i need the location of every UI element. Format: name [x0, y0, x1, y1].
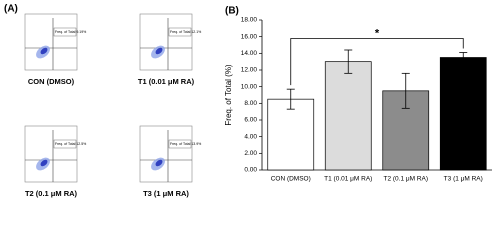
cell-cluster-core	[40, 47, 48, 55]
x-tick-label: CON (DMSO)	[271, 176, 311, 183]
y-tick-label: 12.00	[241, 67, 258, 74]
y-tick-label: 10.00	[241, 83, 258, 90]
y-tick-label: 0.00	[244, 167, 257, 174]
cell-cluster-core	[40, 159, 48, 167]
bar	[324, 61, 372, 171]
bar	[439, 57, 487, 171]
x-tick-label: T3 (1 μM RA)	[444, 176, 483, 183]
flow-plot	[24, 13, 78, 71]
significance-bracket	[290, 38, 464, 86]
y-tick-label: 6.00	[244, 117, 257, 124]
flow-plot	[139, 13, 193, 71]
y-tick-label: 14.00	[241, 50, 258, 57]
y-tick-label: 2.00	[244, 150, 257, 157]
y-tick-label: 16.00	[241, 33, 258, 40]
panel-label: (B)	[225, 6, 239, 17]
y-tick-label: 8.00	[244, 100, 257, 107]
gate-text: Freq. of Total 13.9%	[170, 142, 201, 146]
x-tick-label: T2 (0.1 μM RA)	[383, 176, 428, 183]
bar	[267, 98, 315, 171]
x-tick-label: T1 (0.01 μM RA)	[324, 176, 372, 183]
cell-cluster-core	[155, 47, 163, 55]
gate-text: Freq. of Total 12.5%	[55, 142, 86, 146]
y-axis-label: Freq. of Total (%)	[224, 64, 233, 126]
cell-cluster-core	[155, 159, 163, 167]
gate-box	[168, 139, 192, 149]
flow-plot	[24, 125, 78, 183]
plot-label: CON (DMSO)	[28, 77, 75, 86]
y-tick-label: 18.00	[241, 17, 258, 24]
plot-label: T1 (0.01 μM RA)	[138, 77, 195, 86]
gate-box	[53, 27, 77, 37]
plot-label: T3 (1 μM RA)	[143, 189, 189, 198]
gate-box	[168, 27, 192, 37]
gate-text: Freq. of Total 12.1%	[170, 30, 201, 34]
figure: (A) (B) Freq. of Total (%) Freq. of Tota…	[4, 4, 492, 198]
gate-box	[53, 139, 77, 149]
plot-label: T2 (0.1 μM RA)	[25, 189, 78, 198]
flow-plot	[139, 125, 193, 183]
panel-label: (A)	[4, 4, 18, 15]
gate-text: Freq. of Total 9.19%	[55, 30, 86, 34]
significance-marker: *	[375, 27, 380, 39]
y-tick-label: 4.00	[244, 133, 257, 140]
